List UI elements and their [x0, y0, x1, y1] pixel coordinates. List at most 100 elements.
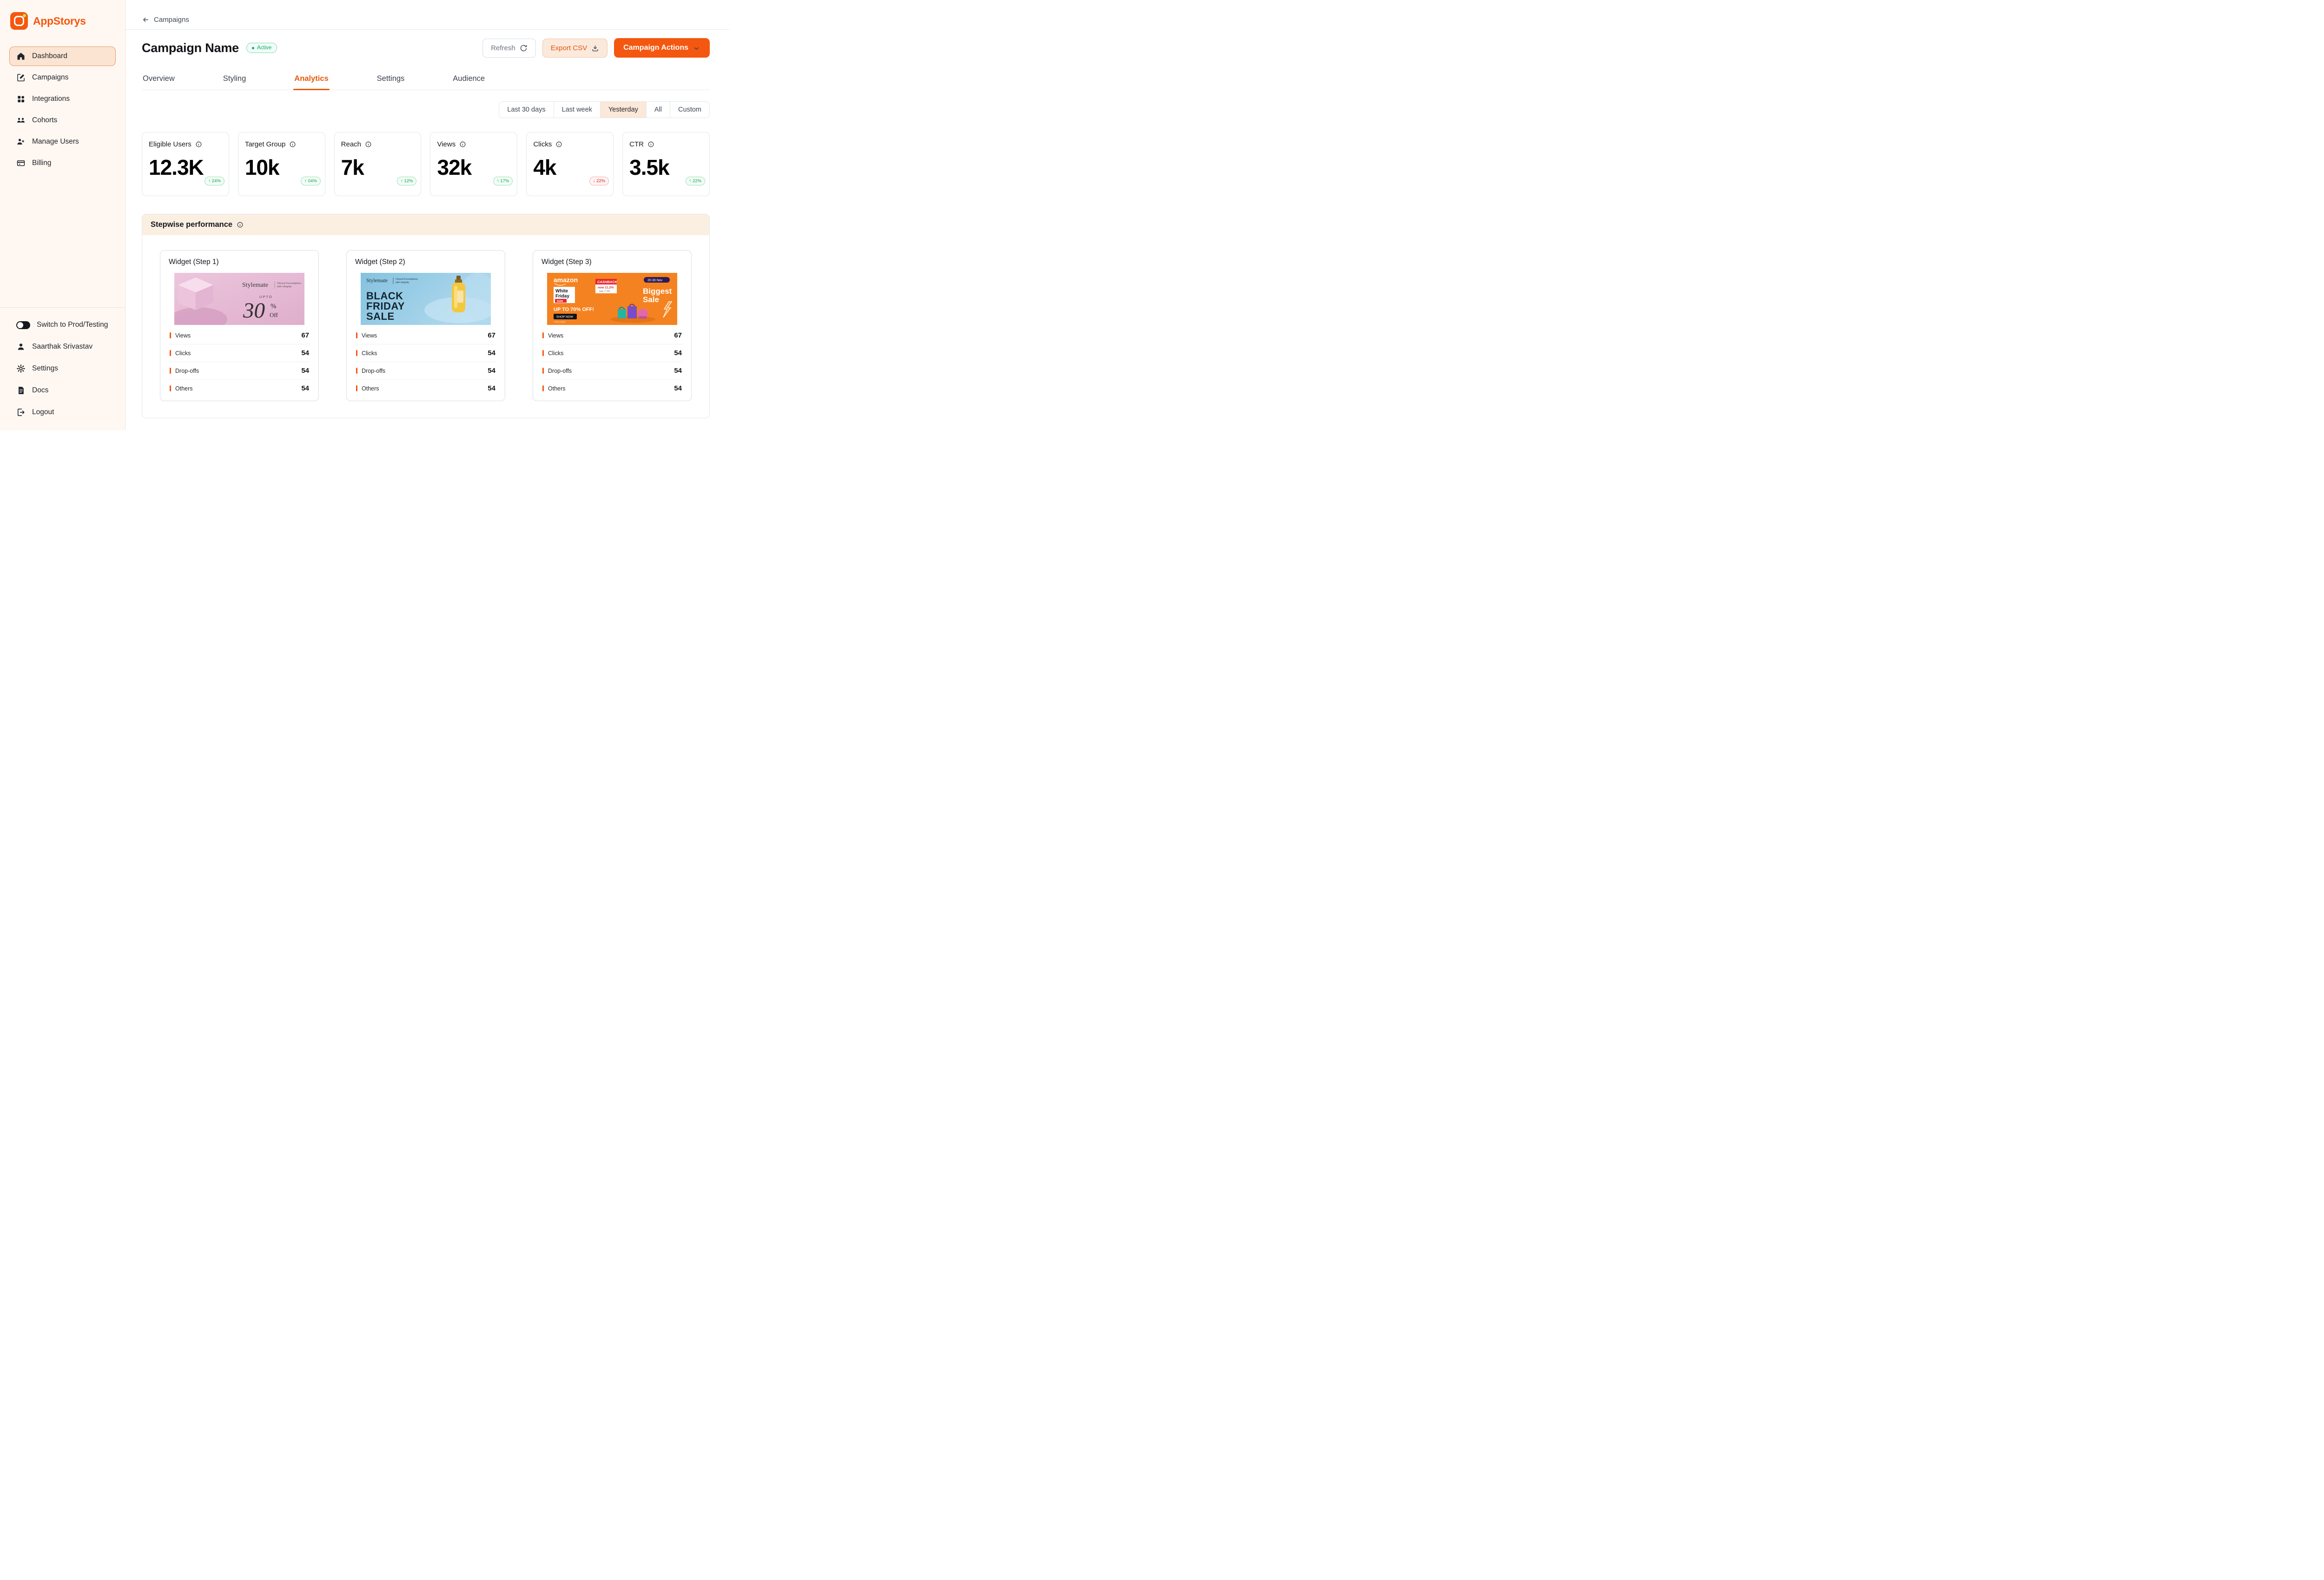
filter-last-30-days[interactable]: Last 30 days: [507, 106, 546, 113]
sidebar-item-label: Cohorts: [32, 116, 58, 124]
stat-delta-badge: ↑ 04%: [301, 177, 321, 185]
metric-value: 54: [301, 384, 309, 392]
info-icon[interactable]: [237, 221, 244, 228]
filter-yesterday[interactable]: Yesterday: [600, 102, 646, 118]
metric-row-clicks: Clicks 54: [541, 344, 683, 362]
info-icon[interactable]: [459, 141, 466, 148]
metric-tick: [542, 368, 544, 374]
cosmetic-jar-graphic: [178, 278, 213, 310]
env-toggle-icon[interactable]: [16, 321, 30, 329]
sidebar-item-settings[interactable]: Settings: [9, 359, 116, 378]
metric-label: Clicks: [175, 350, 191, 357]
filter-last-week[interactable]: Last week: [553, 102, 600, 118]
export-csv-label: Export CSV: [550, 44, 588, 52]
back-arrow-icon[interactable]: [142, 16, 150, 24]
toggle-knob: [17, 322, 23, 328]
info-icon[interactable]: [647, 141, 654, 148]
campaign-actions-button[interactable]: Campaign Actions: [614, 38, 710, 58]
svg-text:amazon: amazon: [554, 276, 578, 284]
metric-tick: [356, 350, 357, 356]
sidebar-item-manage-users[interactable]: Manage Users: [9, 132, 116, 152]
info-icon[interactable]: [555, 141, 562, 148]
stat-delta-badge: ↑ 22%: [685, 177, 705, 185]
info-icon[interactable]: [195, 141, 202, 148]
svg-text:20-30 Nov: 20-30 Nov: [647, 279, 663, 282]
svg-text:SALE: SALE: [366, 311, 395, 322]
campaigns-icon: [16, 73, 26, 82]
chevron-down-icon: [693, 44, 700, 52]
breadcrumb-label[interactable]: Campaigns: [154, 16, 189, 24]
sidebar-item-profile[interactable]: Saarthak Srivastav: [9, 337, 116, 357]
info-icon[interactable]: [365, 141, 372, 148]
sidebar-item-billing[interactable]: Billing: [9, 153, 116, 173]
sidebar-item-docs[interactable]: Docs: [9, 381, 116, 400]
sidebar-item-label: Campaigns: [32, 73, 69, 81]
sidebar-item-dashboard[interactable]: Dashboard: [9, 46, 116, 66]
metric-value: 54: [301, 349, 309, 357]
stat-label: Target Group: [244, 140, 286, 148]
export-csv-button[interactable]: Export CSV: [542, 38, 608, 58]
tab-settings[interactable]: Settings: [376, 74, 405, 83]
shopping-bags-graphic: [611, 304, 655, 323]
metric-tick: [542, 332, 544, 338]
refresh-icon: [520, 44, 528, 52]
metric-row-views: Views 67: [355, 327, 496, 344]
brand: AppStorys: [9, 12, 116, 30]
filter-all[interactable]: All: [646, 102, 670, 118]
sidebar-item-logout[interactable]: Logout: [9, 403, 116, 422]
filter-custom[interactable]: Custom: [670, 102, 709, 118]
stepwise-body: Widget (Step 1): [142, 235, 709, 418]
metric-row-drop-offs: Drop-offs 54: [355, 362, 496, 380]
metric-tick: [542, 385, 544, 391]
header-actions: Refresh Export CSV Campaign Actions: [482, 38, 710, 58]
appstorys-logo-icon: [10, 12, 28, 30]
sidebar-item-switch-env[interactable]: Switch to Prod/Testing: [9, 315, 116, 335]
sidebar-item-integrations[interactable]: Integrations: [9, 89, 116, 109]
metric-value: 54: [301, 367, 309, 375]
widget-step-2-card: Widget (Step 2): [346, 250, 505, 401]
widget-step-3-card: Widget (Step 3) amazon White Friday Sale: [533, 250, 692, 401]
metric-tick: [542, 350, 544, 356]
info-icon[interactable]: [289, 141, 296, 148]
date-range-filter: Last 30 days Last week Yesterday All Cus…: [499, 101, 710, 118]
sidebar-item-cohorts[interactable]: Cohorts: [9, 111, 116, 130]
metric-value: 54: [488, 349, 495, 357]
svg-text:with integrity.: with integrity.: [396, 281, 409, 284]
svg-text:UP TO 70% OFF!: UP TO 70% OFF!: [554, 307, 594, 312]
banner-step3: amazon White Friday Sale CASHBACK now 11…: [547, 273, 677, 325]
banner-step1-image: Stylemate Clinical Formulations with int…: [174, 273, 304, 325]
stat-card-target-group: Target Group 10k ↑ 04%: [238, 132, 325, 196]
stat-card-eligible-users: Eligible Users 12.3K ↑ 24%: [142, 132, 229, 196]
banner-step3-image: amazon White Friday Sale CASHBACK now 11…: [547, 273, 677, 325]
metric-label: Views: [548, 332, 564, 339]
tab-overview[interactable]: Overview: [143, 74, 175, 83]
sidebar-item-label: Settings: [32, 364, 59, 372]
refresh-label: Refresh: [491, 44, 515, 52]
stepwise-title: Stepwise performance: [151, 220, 233, 229]
metric-label: Drop-offs: [548, 367, 572, 374]
metric-label: Others: [362, 385, 379, 392]
svg-text:%: %: [271, 303, 277, 310]
svg-text:Clinical Formulations: Clinical Formulations: [277, 282, 301, 285]
metric-label: Others: [548, 385, 566, 392]
logout-icon: [16, 408, 26, 417]
tab-styling[interactable]: Styling: [223, 74, 246, 83]
metric-label: Drop-offs: [175, 367, 199, 374]
widget-title: Widget (Step 1): [169, 258, 219, 266]
sidebar-item-campaigns[interactable]: Campaigns: [9, 68, 116, 87]
tab-analytics[interactable]: Analytics: [293, 70, 330, 90]
metric-row-drop-offs: Drop-offs 54: [169, 362, 310, 380]
sidebar-footer: Switch to Prod/Testing Saarthak Srivasta…: [0, 307, 125, 422]
metric-value: 54: [674, 384, 682, 392]
svg-text:Off: Off: [270, 311, 278, 318]
stat-card-views: Views 32k ↑ 17%: [430, 132, 518, 196]
widget-title: Widget (Step 2): [355, 258, 405, 266]
banner-step1: Stylemate Clinical Formulations with int…: [174, 273, 304, 325]
stat-value: 10k: [244, 155, 280, 179]
refresh-button[interactable]: Refresh: [482, 38, 536, 58]
tab-audience[interactable]: Audience: [453, 74, 485, 83]
metric-value: 54: [674, 349, 682, 357]
user-plus-icon: [16, 137, 26, 146]
page-title: Campaign Name: [142, 40, 239, 55]
svg-text:*T&Cs apply: *T&Cs apply: [554, 321, 566, 323]
